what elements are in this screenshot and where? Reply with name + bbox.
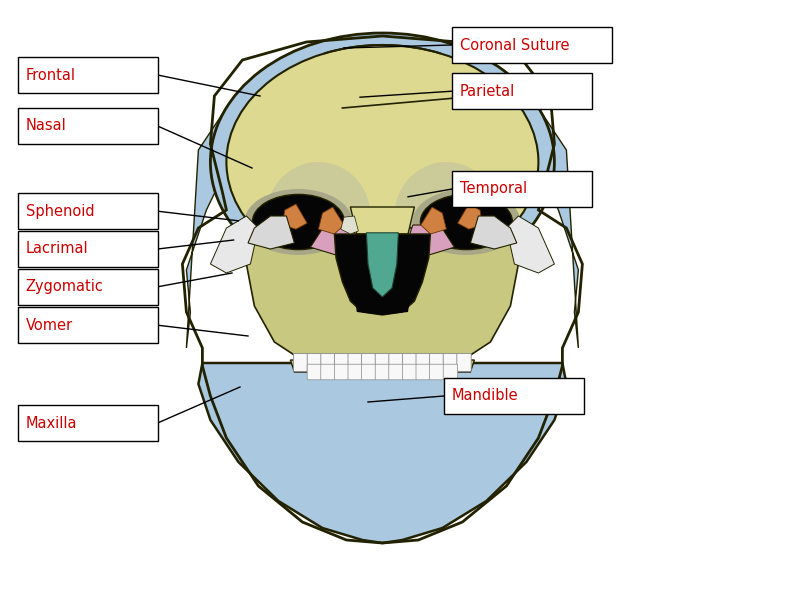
- FancyBboxPatch shape: [348, 364, 362, 380]
- Polygon shape: [421, 207, 446, 234]
- Polygon shape: [282, 204, 307, 229]
- Ellipse shape: [226, 45, 538, 279]
- Ellipse shape: [245, 189, 352, 255]
- FancyBboxPatch shape: [18, 231, 158, 267]
- Polygon shape: [354, 297, 410, 315]
- Polygon shape: [405, 225, 454, 255]
- Polygon shape: [248, 216, 294, 249]
- Ellipse shape: [421, 194, 512, 250]
- Polygon shape: [318, 207, 344, 234]
- Text: Parietal: Parietal: [460, 84, 515, 98]
- FancyBboxPatch shape: [375, 353, 390, 371]
- FancyBboxPatch shape: [307, 364, 322, 380]
- Ellipse shape: [413, 189, 520, 255]
- Polygon shape: [366, 233, 398, 297]
- Polygon shape: [334, 234, 430, 315]
- Text: Coronal Suture: Coronal Suture: [460, 37, 570, 52]
- FancyBboxPatch shape: [321, 353, 335, 371]
- FancyBboxPatch shape: [430, 364, 444, 380]
- FancyBboxPatch shape: [18, 193, 158, 229]
- Polygon shape: [186, 90, 242, 348]
- FancyBboxPatch shape: [362, 364, 376, 380]
- Polygon shape: [350, 207, 414, 234]
- FancyBboxPatch shape: [444, 378, 584, 414]
- Polygon shape: [310, 225, 360, 255]
- FancyBboxPatch shape: [452, 171, 592, 207]
- Ellipse shape: [210, 33, 554, 291]
- FancyBboxPatch shape: [18, 405, 158, 441]
- Polygon shape: [458, 204, 482, 229]
- Polygon shape: [341, 216, 358, 234]
- FancyBboxPatch shape: [416, 364, 430, 380]
- FancyBboxPatch shape: [375, 364, 390, 380]
- FancyBboxPatch shape: [362, 353, 376, 371]
- FancyBboxPatch shape: [334, 364, 349, 380]
- FancyBboxPatch shape: [457, 353, 471, 371]
- FancyBboxPatch shape: [416, 353, 430, 371]
- Polygon shape: [198, 363, 566, 543]
- FancyBboxPatch shape: [334, 353, 349, 371]
- FancyBboxPatch shape: [389, 364, 403, 380]
- Polygon shape: [290, 360, 474, 372]
- Ellipse shape: [394, 162, 498, 270]
- Text: Maxilla: Maxilla: [26, 415, 77, 430]
- FancyBboxPatch shape: [294, 353, 308, 371]
- Polygon shape: [210, 216, 258, 273]
- Text: Vomer: Vomer: [26, 318, 73, 332]
- FancyBboxPatch shape: [321, 364, 335, 380]
- FancyBboxPatch shape: [443, 353, 458, 371]
- FancyBboxPatch shape: [402, 364, 417, 380]
- Text: Mandible: Mandible: [452, 389, 518, 404]
- FancyBboxPatch shape: [18, 57, 158, 93]
- FancyBboxPatch shape: [18, 108, 158, 144]
- Ellipse shape: [266, 162, 370, 270]
- Ellipse shape: [253, 194, 344, 250]
- Text: Frontal: Frontal: [26, 67, 75, 82]
- Polygon shape: [506, 216, 554, 273]
- Text: Zygomatic: Zygomatic: [26, 280, 103, 294]
- FancyBboxPatch shape: [452, 27, 612, 63]
- FancyBboxPatch shape: [348, 353, 362, 371]
- FancyBboxPatch shape: [452, 73, 592, 109]
- FancyBboxPatch shape: [18, 307, 158, 343]
- Polygon shape: [246, 228, 518, 366]
- Text: Nasal: Nasal: [26, 118, 66, 133]
- Text: Lacrimal: Lacrimal: [26, 241, 88, 256]
- FancyBboxPatch shape: [402, 353, 417, 371]
- Text: Sphenoid: Sphenoid: [26, 203, 94, 218]
- Polygon shape: [522, 90, 578, 348]
- FancyBboxPatch shape: [307, 353, 322, 371]
- Polygon shape: [470, 216, 517, 249]
- FancyBboxPatch shape: [443, 364, 458, 380]
- FancyBboxPatch shape: [18, 269, 158, 305]
- FancyBboxPatch shape: [389, 353, 403, 371]
- FancyBboxPatch shape: [430, 353, 444, 371]
- Text: Temporal: Temporal: [460, 181, 527, 196]
